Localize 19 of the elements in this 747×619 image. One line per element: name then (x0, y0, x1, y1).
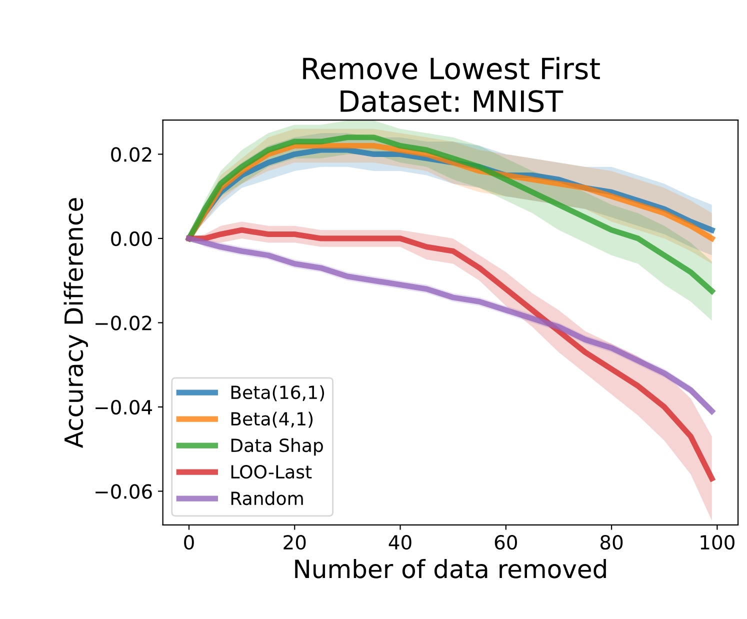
legend-label: Beta(16,1) (231, 385, 324, 402)
x-tick-label: 60 (494, 534, 517, 550)
y-tick-label: 0.02 (111, 147, 152, 162)
x-tick-label: 100 (700, 534, 734, 550)
x-tick-label: 20 (284, 534, 306, 550)
x-tick-label: 0 (184, 534, 194, 550)
x-axis-title: Number of data removed (295, 559, 606, 578)
y-axis-title: Accuracy Difference (64, 198, 88, 448)
legend-label: Random (231, 491, 303, 506)
y-tick-label: −0.04 (96, 400, 152, 415)
y-tick-label: −0.02 (96, 316, 152, 330)
legend-label: Data Shap (231, 438, 323, 456)
legend-label: Beta(4,1) (231, 412, 313, 428)
x-tick-label: 40 (388, 534, 412, 550)
chart-title: Remove Lowest First Dataset: MNIST (303, 56, 600, 112)
y-tick-label: −0.06 (96, 484, 152, 499)
y-tick-label: 0.00 (111, 231, 152, 246)
x-tick-label: 80 (600, 534, 623, 550)
legend-label: LOO-Last (231, 465, 312, 479)
